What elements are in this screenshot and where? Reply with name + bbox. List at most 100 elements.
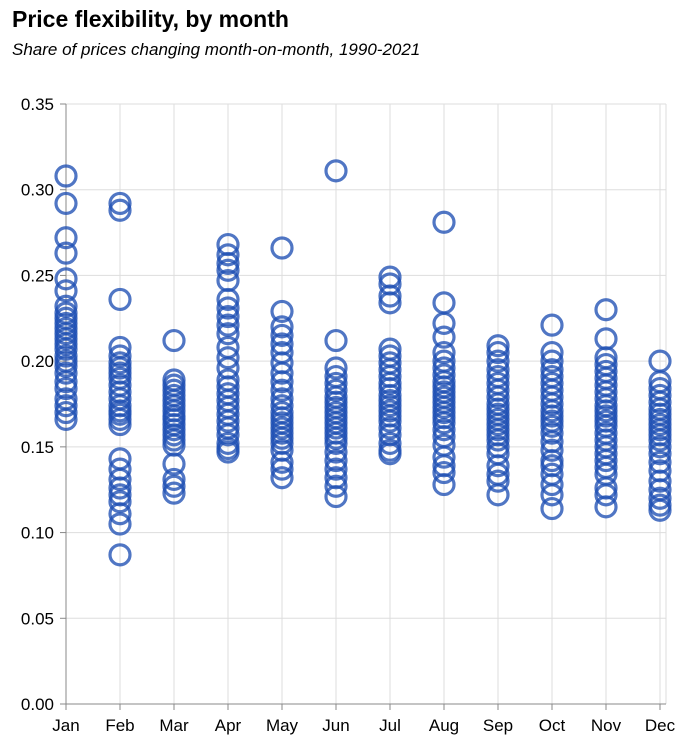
data-point (486, 454, 510, 478)
data-point (540, 421, 564, 445)
data-point (648, 469, 672, 493)
data-point (324, 484, 348, 509)
data-point (378, 442, 402, 466)
chart-title: Price flexibility, by month (12, 6, 289, 32)
data-point (540, 313, 564, 337)
data-point (324, 431, 348, 456)
y-tick-label: 0.15 (21, 438, 54, 457)
data-point (324, 457, 348, 481)
data-point (54, 226, 78, 250)
data-point (216, 409, 240, 433)
data-point (378, 431, 402, 456)
gridlines (65, 103, 667, 705)
data-point (54, 164, 78, 188)
data-point (108, 512, 132, 536)
data-point (540, 472, 564, 497)
y-tick-label: 0.20 (21, 352, 54, 371)
data-point (54, 376, 78, 401)
x-tick-label: Oct (539, 716, 566, 735)
data-point (270, 370, 294, 394)
data-point (108, 412, 132, 437)
x-tick-label: Apr (215, 716, 242, 735)
data-point (108, 198, 132, 222)
data-point (54, 370, 78, 394)
data-point (162, 328, 186, 353)
data-point (540, 496, 564, 521)
data-point (216, 296, 240, 320)
data-point (648, 390, 672, 414)
data-point (216, 304, 240, 329)
x-tick-label: Aug (429, 716, 459, 735)
data-point (324, 159, 348, 183)
data-point (270, 457, 294, 481)
data-point (648, 428, 672, 452)
data-point (594, 483, 618, 507)
data-point (54, 400, 78, 425)
data-point (594, 448, 618, 473)
data-point (108, 476, 132, 500)
data-point (54, 394, 78, 418)
y-tick-label: 0.30 (21, 181, 54, 200)
data-point (324, 328, 348, 353)
data-point (216, 258, 240, 282)
data-point (648, 486, 672, 510)
x-tick-label: Mar (159, 716, 189, 735)
data-point (594, 387, 618, 411)
data-point (108, 467, 132, 492)
data-point (432, 210, 456, 234)
data-point (378, 284, 402, 308)
data-point (540, 392, 564, 416)
data-point (594, 298, 618, 322)
data-point (432, 445, 456, 469)
data-point (108, 543, 132, 567)
data-point (270, 323, 294, 348)
data-point (270, 315, 294, 339)
data-point (540, 438, 564, 462)
data-point (54, 294, 78, 318)
data-point (378, 416, 402, 440)
data-point (54, 337, 78, 361)
data-point (270, 466, 294, 490)
data-point (324, 440, 348, 464)
data-point (270, 236, 294, 260)
data-point (378, 376, 402, 401)
data-point (540, 340, 564, 365)
data-point (378, 409, 402, 433)
data-point (54, 361, 78, 385)
data-point (108, 502, 132, 526)
x-tick-label: Feb (105, 716, 134, 735)
data-point (108, 490, 132, 514)
data-point (270, 378, 294, 402)
data-point (216, 313, 240, 337)
data-point (378, 291, 402, 315)
y-tick-label: 0.25 (21, 266, 54, 285)
data-point (216, 251, 240, 276)
data-point (432, 472, 456, 497)
x-tick-label: Sep (483, 716, 513, 735)
data-point (486, 334, 510, 358)
data-point (486, 428, 510, 452)
data-point (270, 394, 294, 418)
y-tick-label: 0.10 (21, 524, 54, 543)
data-point (54, 241, 78, 265)
data-points (54, 159, 672, 567)
data-point (216, 423, 240, 447)
data-point (270, 361, 294, 385)
y-tick-label: 0.35 (21, 95, 54, 114)
data-point (216, 243, 240, 267)
data-point (216, 322, 240, 346)
data-point (432, 363, 456, 387)
data-point (486, 385, 510, 409)
data-point (324, 474, 348, 498)
data-point (54, 354, 78, 378)
data-point (270, 299, 294, 324)
data-point (432, 418, 456, 442)
x-tick-label: Dec (645, 716, 676, 735)
data-point (54, 267, 78, 291)
data-point (54, 279, 78, 303)
data-point (432, 325, 456, 349)
data-point (324, 378, 348, 402)
x-tick-label: May (266, 716, 299, 735)
